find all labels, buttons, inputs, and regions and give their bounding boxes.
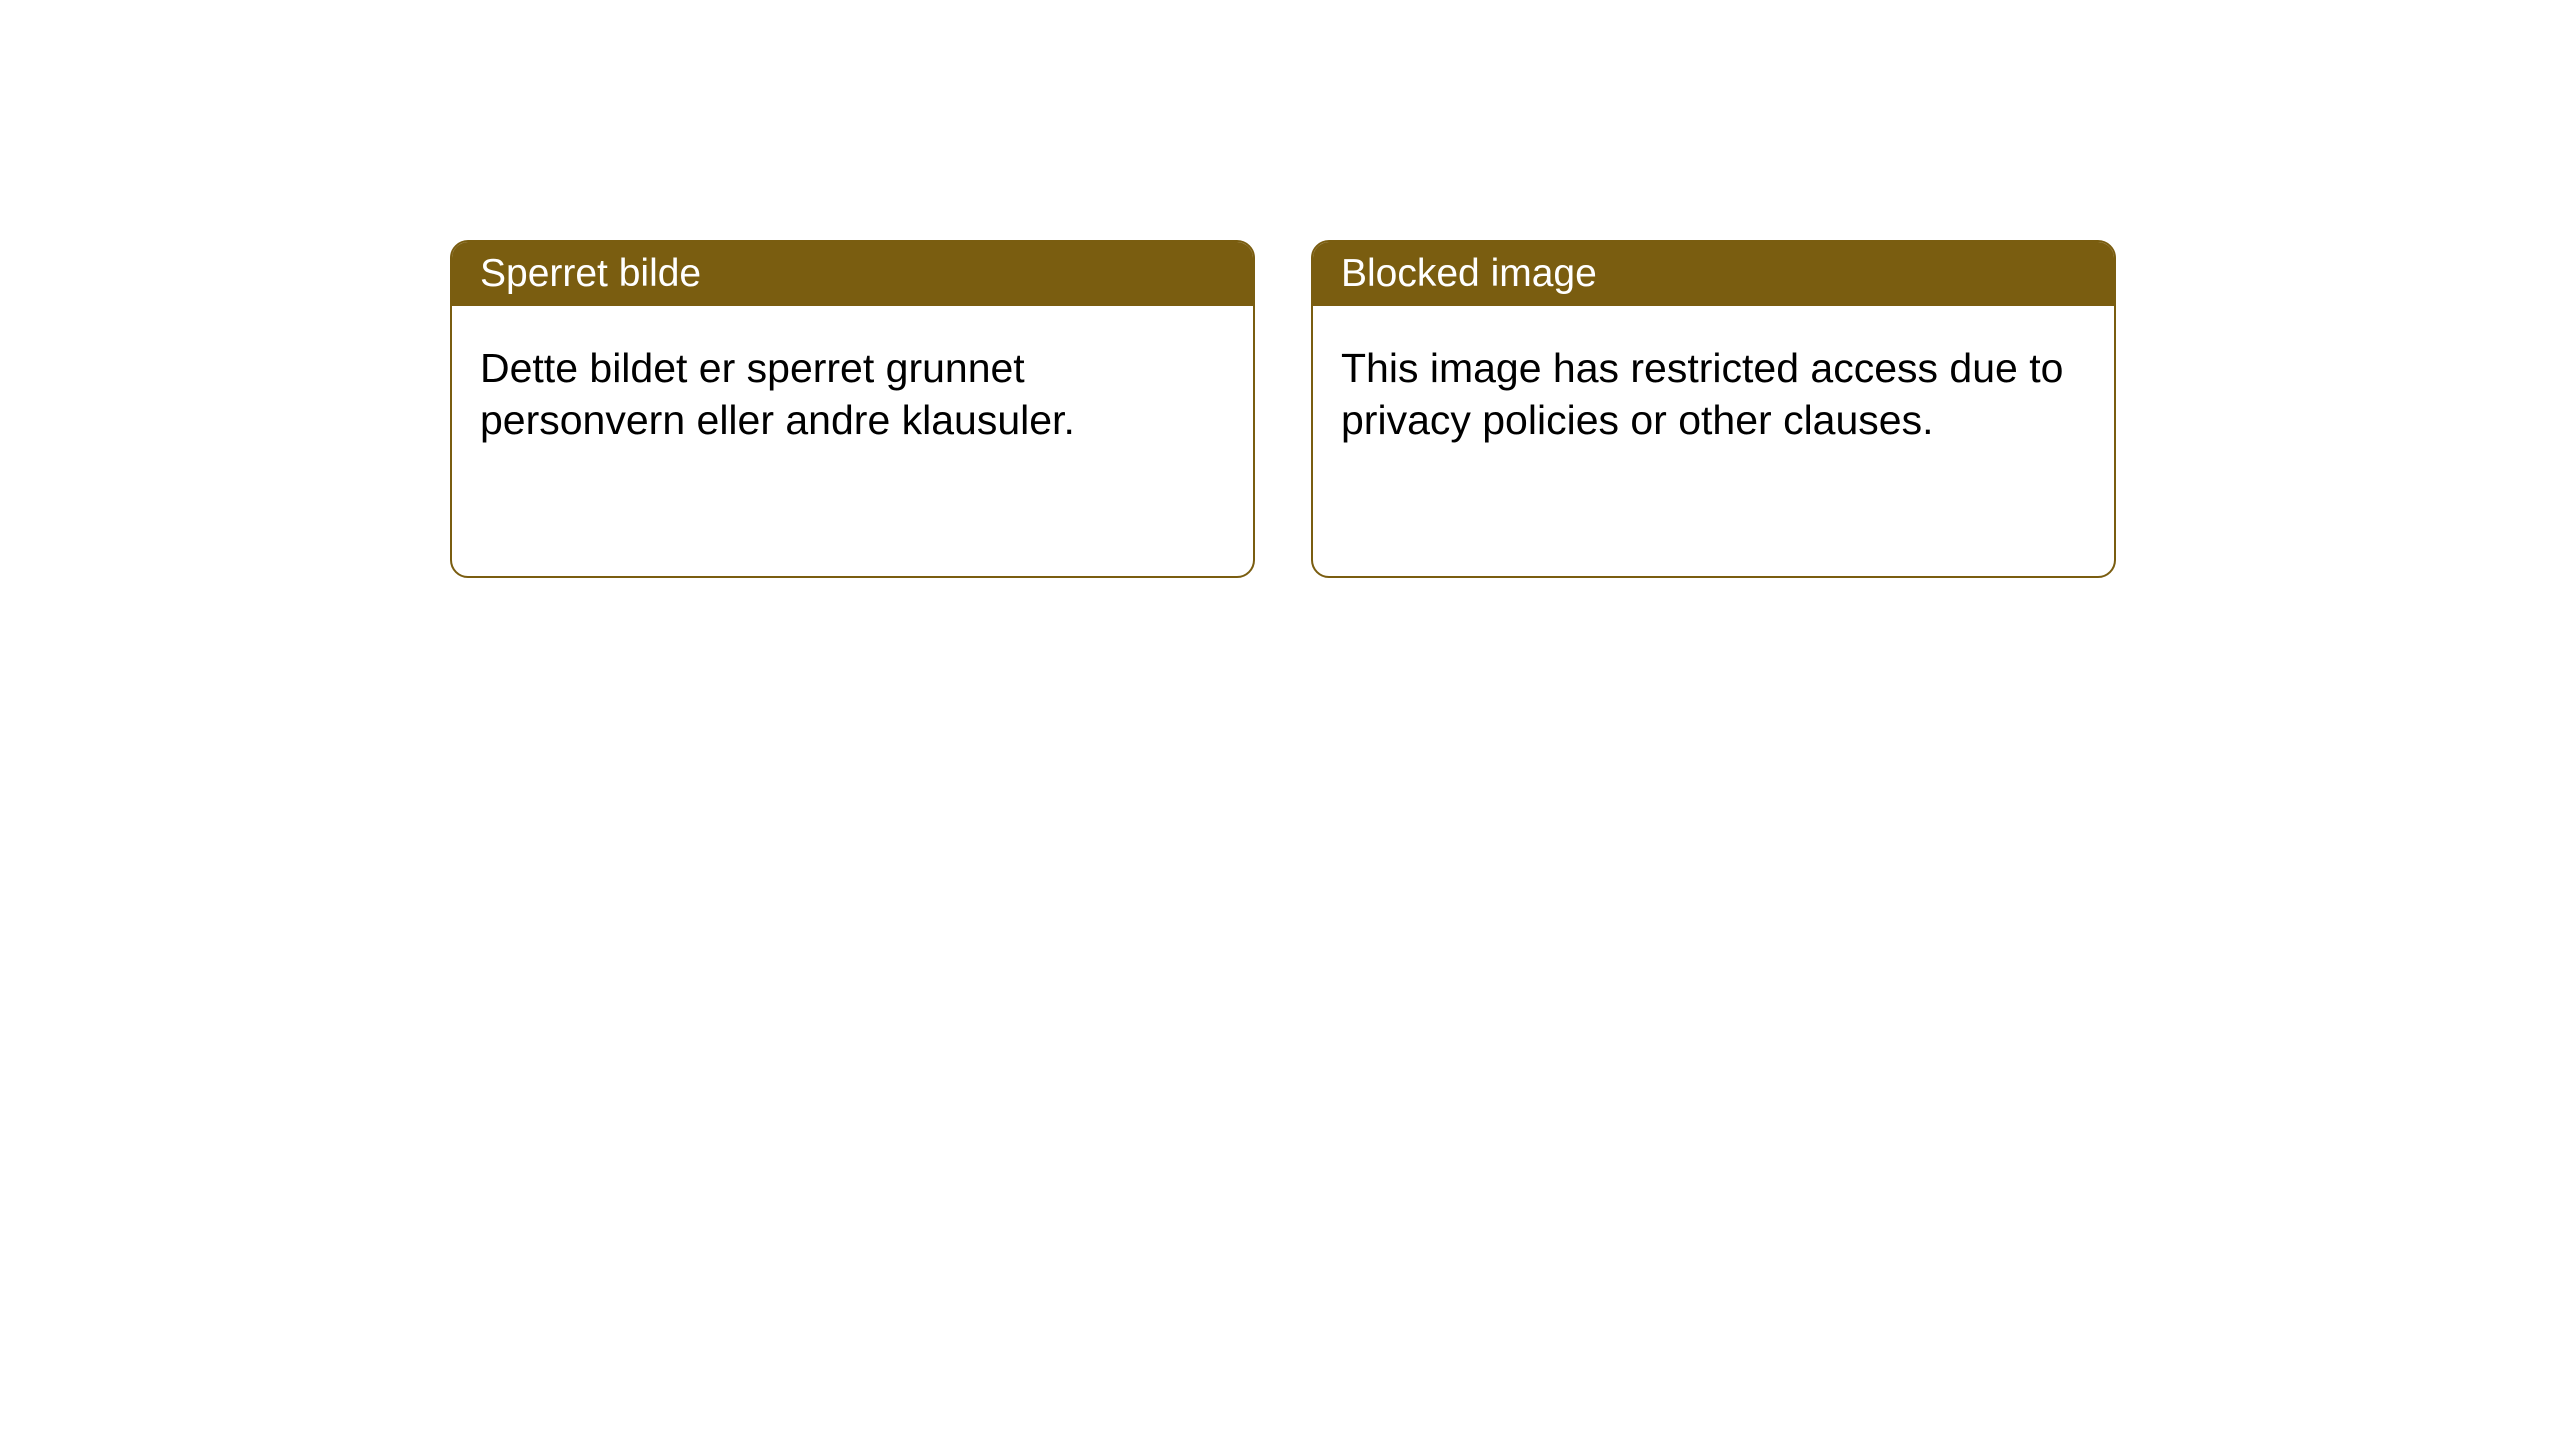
card-body: Dette bildet er sperret grunnet personve… <box>452 306 1253 483</box>
card-body: This image has restricted access due to … <box>1313 306 2114 483</box>
card-text: This image has restricted access due to … <box>1341 345 2063 443</box>
notice-container: Sperret bilde Dette bildet er sperret gr… <box>0 0 2560 578</box>
notice-card-norwegian: Sperret bilde Dette bildet er sperret gr… <box>450 240 1255 578</box>
notice-card-english: Blocked image This image has restricted … <box>1311 240 2116 578</box>
card-title: Sperret bilde <box>480 252 701 295</box>
card-header: Blocked image <box>1313 242 2114 306</box>
card-title: Blocked image <box>1341 252 1597 295</box>
card-header: Sperret bilde <box>452 242 1253 306</box>
card-text: Dette bildet er sperret grunnet personve… <box>480 345 1075 443</box>
